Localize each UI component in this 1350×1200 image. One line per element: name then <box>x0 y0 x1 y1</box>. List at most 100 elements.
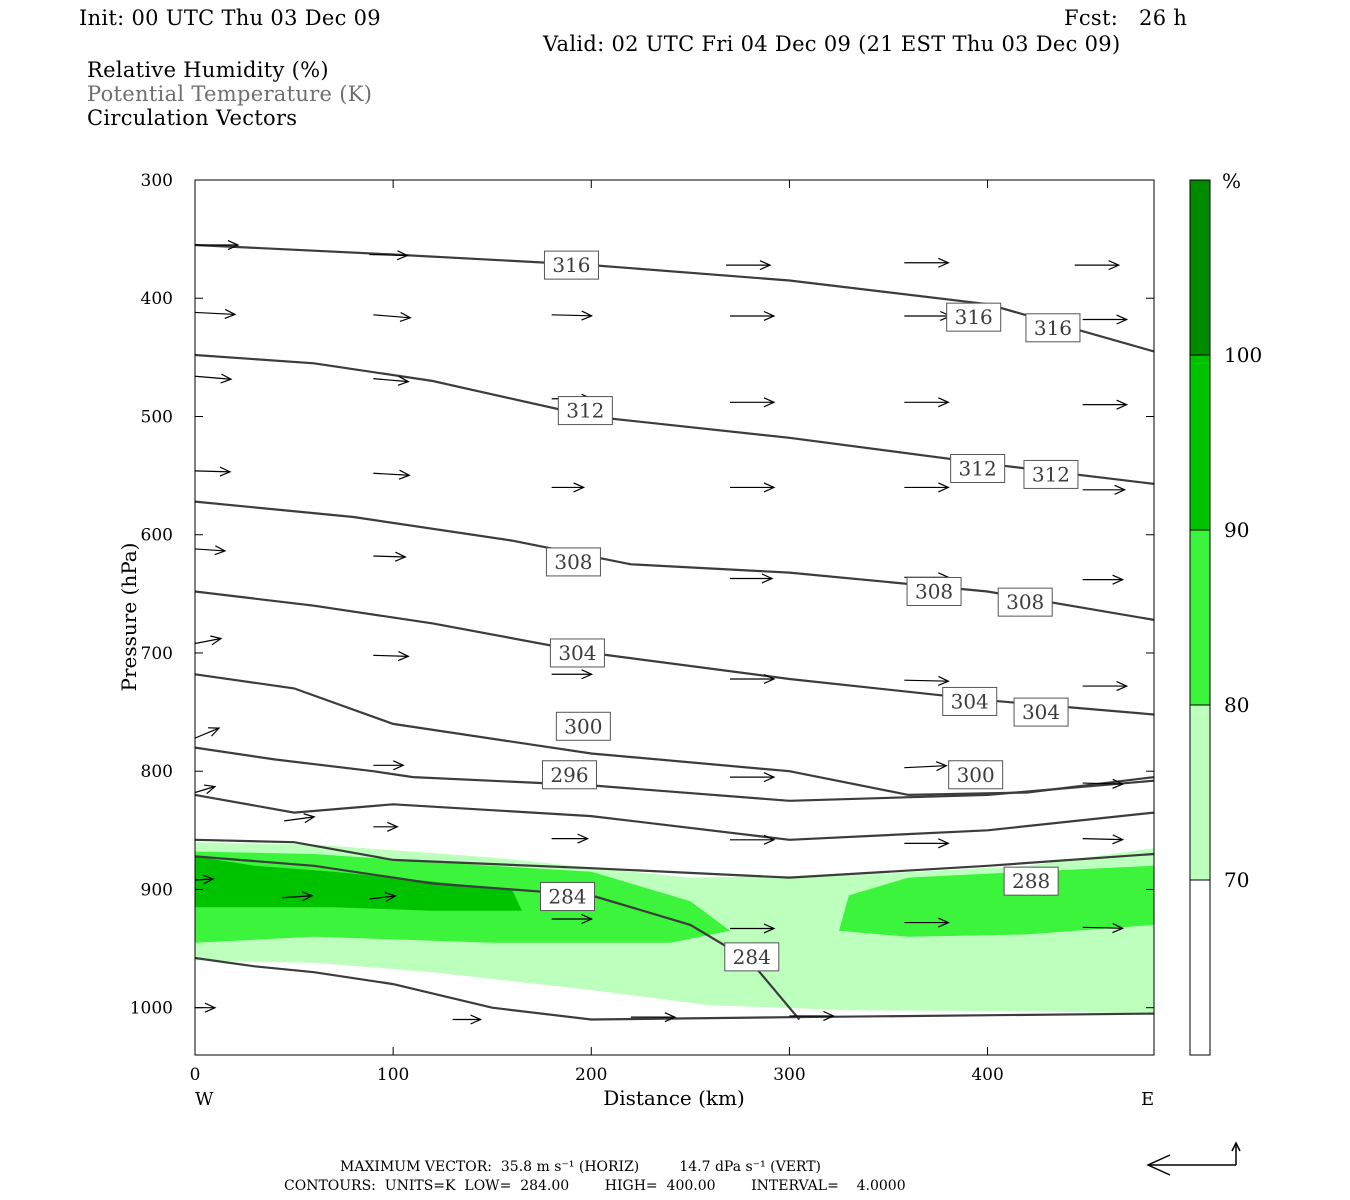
circulation-vector <box>551 482 586 493</box>
circulation-vector <box>195 784 217 795</box>
contour-label-box <box>1023 459 1079 489</box>
x-tick-label: 100 <box>377 1065 409 1085</box>
circulation-vector <box>195 727 221 739</box>
circulation-vector <box>904 761 948 772</box>
contour-label-300: 300 <box>948 760 1004 790</box>
rh-fill-layer <box>195 842 1154 1014</box>
circulation-vector <box>904 397 950 408</box>
contour-label-288: 288 <box>1003 866 1059 896</box>
contour-label-box <box>1003 866 1059 896</box>
circulation-vector <box>904 310 952 322</box>
circulation-vector <box>369 892 397 903</box>
legend-theta: Potential Temperature (K) <box>87 82 373 106</box>
circulation-vector <box>373 651 410 662</box>
contour-label-box <box>997 587 1053 617</box>
circulation-vector <box>452 1014 483 1025</box>
contour-label-box <box>946 302 1002 332</box>
contour-label-box <box>906 576 962 606</box>
theta-contour-316 <box>195 243 1154 353</box>
contour-label-312: 312 <box>557 396 613 426</box>
contour-label-box <box>545 547 601 577</box>
x-tick-label: 0 <box>190 1065 201 1085</box>
circulation-vector <box>195 545 227 556</box>
contour-label-284: 284 <box>540 882 596 912</box>
y-tick-label: 800 <box>141 762 173 782</box>
y-tick-label: 500 <box>141 407 173 427</box>
forecast-hour: Fcst: 26 h <box>1064 6 1188 30</box>
contour-label-316: 316 <box>543 250 599 280</box>
colorbar-level-label: 100 <box>1224 343 1262 367</box>
contour-label-box <box>950 454 1006 484</box>
circulation-vector <box>729 834 776 845</box>
contour-label-text: 296 <box>550 763 588 787</box>
max-vector-note: MAXIMUM VECTOR: 35.8 m s⁻¹ (HORIZ) 14.7 … <box>340 1159 822 1175</box>
contour-label-308: 308 <box>997 587 1053 617</box>
circulation-vector <box>195 635 223 646</box>
contour-label-box <box>555 711 611 741</box>
circulation-vector <box>1082 399 1129 410</box>
contour-label-text: 304 <box>951 689 989 713</box>
colorbar: 100 90 80 70% <box>1189 169 1262 1056</box>
contour-label-box <box>1025 313 1081 343</box>
contour-label-316: 316 <box>946 302 1002 332</box>
contour-label-box <box>549 638 605 668</box>
y-tick-label: 600 <box>141 526 173 546</box>
circulation-vector <box>904 482 950 493</box>
y-tick-label: 700 <box>141 644 173 664</box>
colorbar-unit: % <box>1222 169 1241 193</box>
y-tick-label: 400 <box>141 289 173 309</box>
contour-label-text: 308 <box>554 550 592 574</box>
theta-contour-surface <box>195 956 1154 1021</box>
circulation-vector <box>195 373 233 384</box>
contour-label-box <box>948 760 1004 790</box>
circulation-vector <box>726 260 772 271</box>
circulation-vector <box>729 310 776 322</box>
circulation-vector <box>1082 778 1125 789</box>
circulation-vector <box>729 482 776 493</box>
contour-label-text: 316 <box>552 253 590 277</box>
circulation-vector <box>551 310 594 321</box>
contour-label-304: 304 <box>1013 697 1069 727</box>
contour-label-text: 312 <box>566 399 604 423</box>
init-time: Init: 00 UTC Thu 03 Dec 09 <box>79 6 381 30</box>
circulation-vector <box>729 573 774 584</box>
circulation-vector <box>1082 681 1129 692</box>
circulation-vector <box>1082 834 1125 845</box>
circulation-vector <box>1082 484 1127 495</box>
circulation-vector <box>904 675 950 686</box>
circulation-vector-layer <box>195 240 1129 1025</box>
circulation-vector <box>729 923 776 934</box>
legend-rh: Relative Humidity (%) <box>87 58 329 82</box>
contour-label-304: 304 <box>549 638 605 668</box>
contour-label-312: 312 <box>1023 459 1079 489</box>
valid-time: Valid: 02 UTC Fri 04 Dec 09 (21 EST Thu … <box>543 32 1121 56</box>
circulation-vector <box>1082 314 1129 325</box>
contour-label-box <box>540 882 596 912</box>
contour-label-box <box>543 250 599 280</box>
y-tick-label: 900 <box>141 880 173 900</box>
contour-label-layer: 316 316 316 312 312 312 308 308 308 304 304 304 300 3… <box>540 250 1081 972</box>
circulation-vector <box>551 833 590 844</box>
contour-label-box <box>1013 697 1069 727</box>
colorbar-bin-80-90 <box>1189 529 1211 706</box>
y-axis-title: Pressure (hPa) <box>117 543 141 692</box>
circulation-vector <box>373 375 410 386</box>
contour-label-text: 316 <box>955 305 993 329</box>
contour-label-text: 304 <box>1022 700 1060 724</box>
theta-contour-308 <box>195 500 1154 621</box>
circulation-vector <box>373 551 407 562</box>
circulation-vector <box>729 673 776 685</box>
y-tick-label: 1000 <box>130 999 173 1019</box>
colorbar-level-label: 70 <box>1224 868 1249 892</box>
west-label: W <box>195 1089 214 1110</box>
circulation-vector <box>282 891 314 902</box>
contour-label-296: 296 <box>541 760 597 790</box>
circulation-vector <box>904 917 950 928</box>
circulation-vector <box>729 397 776 408</box>
circulation-vector <box>373 311 412 323</box>
contour-label-text: 288 <box>1012 869 1050 893</box>
rh-region-80-90 <box>839 865 1154 937</box>
theta-contour-layer <box>195 243 1154 1021</box>
contour-label-box <box>557 396 613 426</box>
